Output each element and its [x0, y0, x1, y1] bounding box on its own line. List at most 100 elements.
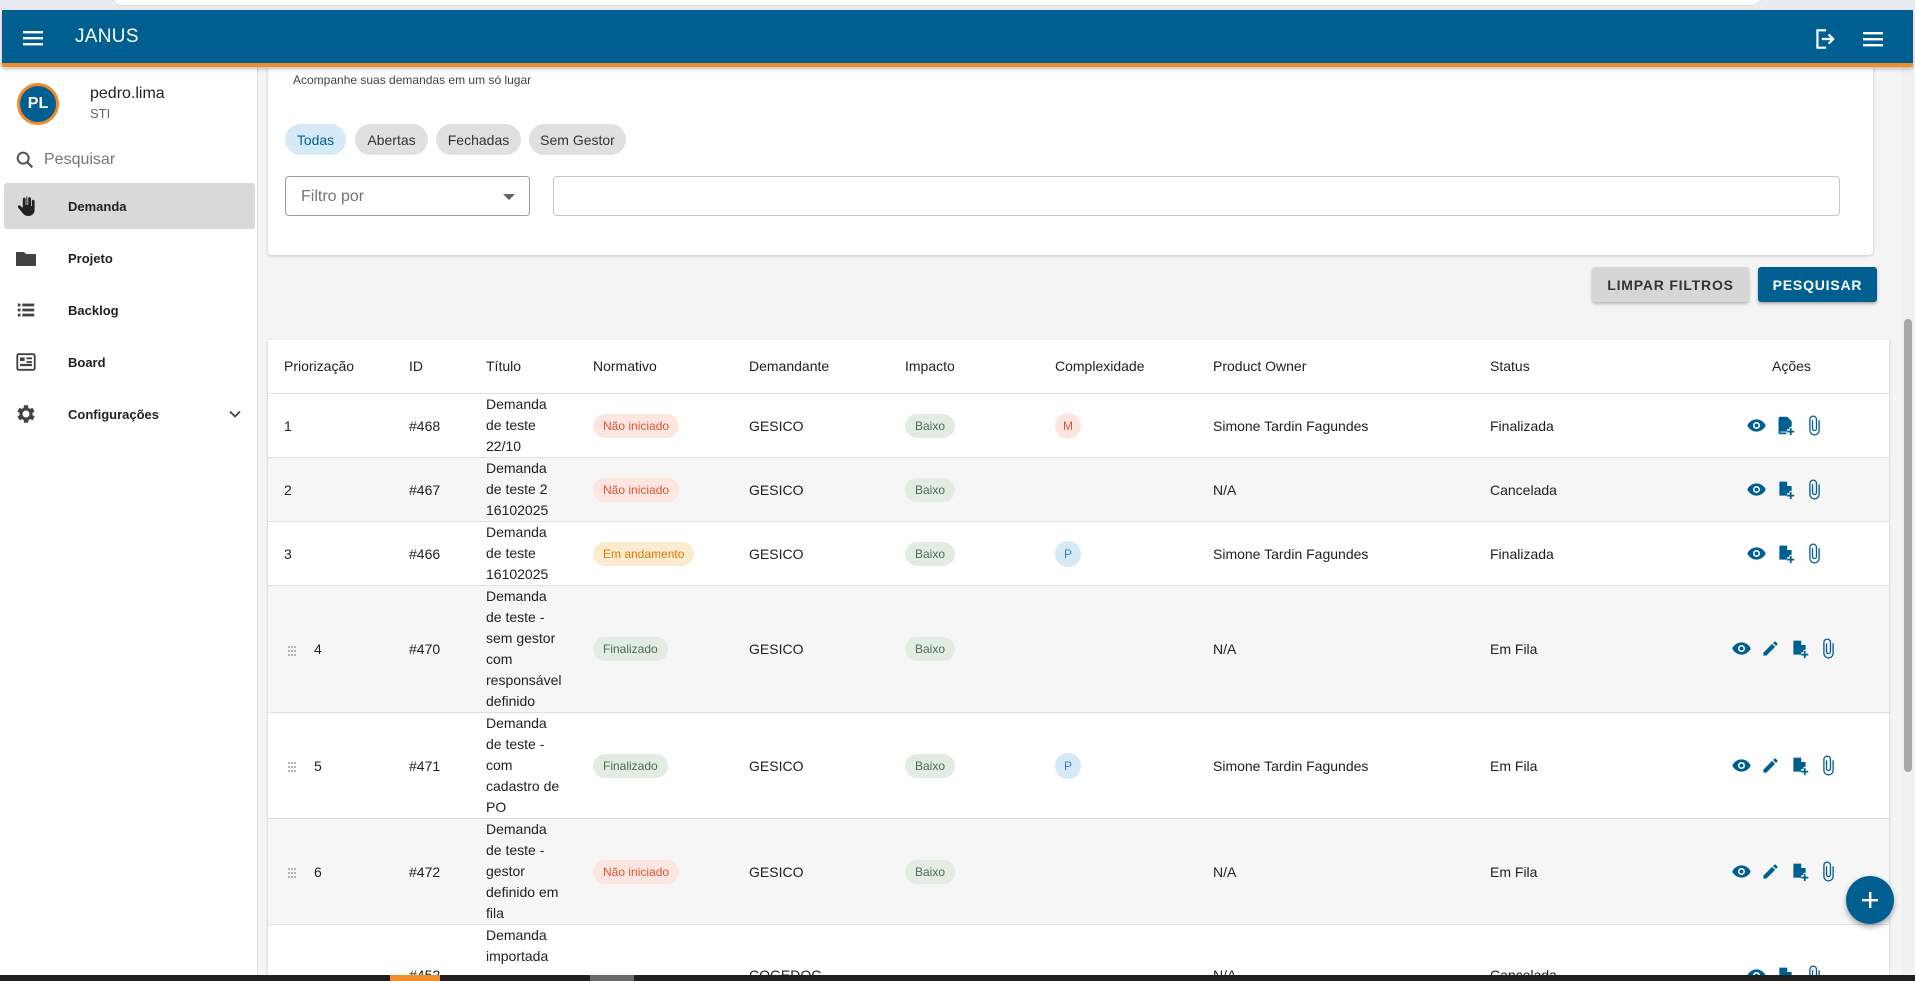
- complexidade-badge: M: [1055, 413, 1081, 439]
- os-taskbar: [0, 975, 1915, 981]
- menu-icon[interactable]: [20, 26, 46, 50]
- col-header-normativo[interactable]: Normativo: [593, 358, 657, 374]
- attachment-icon[interactable]: [1818, 638, 1839, 659]
- chip-fechadas[interactable]: Fechadas: [436, 124, 521, 155]
- col-header-complexidade[interactable]: Complexidade: [1055, 358, 1145, 374]
- plus-icon: [1862, 892, 1878, 908]
- col-header-id[interactable]: ID: [409, 358, 423, 374]
- cell-title: Demanda importada: [486, 927, 549, 964]
- add-document-icon[interactable]: [1789, 638, 1810, 659]
- board-icon: [13, 349, 39, 375]
- scrollbar-thumb[interactable]: [1904, 319, 1912, 772]
- col-header-product-owner[interactable]: Product Owner: [1213, 358, 1307, 374]
- table-row[interactable]: 6 #472 Demanda de teste - gestor definid…: [268, 819, 1889, 925]
- attachment-icon[interactable]: [1804, 415, 1825, 436]
- chip-abertas[interactable]: Abertas: [355, 124, 428, 155]
- normativo-badge: Em andamento: [593, 542, 695, 566]
- clear-filters-button[interactable]: LIMPAR FILTROS: [1592, 267, 1749, 302]
- drag-handle-icon[interactable]: [287, 866, 297, 878]
- taskbar-app[interactable]: [590, 975, 634, 981]
- table-row[interactable]: 4 #470 Demanda de teste - sem gestor com…: [268, 586, 1889, 713]
- view-icon[interactable]: [1746, 415, 1767, 436]
- filter-by-select[interactable]: Filtro por: [285, 176, 530, 216]
- sidebar-search-input[interactable]: [44, 151, 244, 169]
- avatar[interactable]: PL: [17, 83, 59, 125]
- row-actions: [1746, 415, 1825, 436]
- edit-icon[interactable]: [1760, 638, 1781, 659]
- view-icon[interactable]: [1731, 638, 1752, 659]
- add-document-icon[interactable]: [1789, 755, 1810, 776]
- cell-demandante: GESICO: [749, 864, 804, 880]
- cell-status: Em Fila: [1490, 758, 1538, 774]
- cell-priority: 1: [284, 418, 292, 434]
- view-icon[interactable]: [1746, 543, 1767, 564]
- col-header-acoes: Ações: [1772, 358, 1811, 374]
- page-scrollbar[interactable]: [1902, 67, 1914, 981]
- impacto-badge: Baixo: [905, 414, 956, 438]
- add-document-icon[interactable]: [1775, 543, 1796, 564]
- add-document-icon[interactable]: [1789, 861, 1810, 882]
- table-row[interactable]: 5 #471 Demanda de teste - com cadastro d…: [268, 713, 1889, 819]
- chevron-down-icon: [227, 406, 243, 422]
- cell-title: Demanda de teste - sem gestor com respon…: [486, 588, 562, 709]
- impacto-badge: Baixo: [905, 478, 956, 502]
- app-bar: JANUS: [2, 10, 1913, 67]
- cell-id: #471: [409, 758, 441, 774]
- filter-panel: Acompanhe suas demandas em um só lugar T…: [268, 67, 1873, 255]
- sidebar-item-configuracoes[interactable]: Configurações: [4, 391, 255, 437]
- col-header-impacto[interactable]: Impacto: [905, 358, 955, 374]
- view-icon[interactable]: [1746, 479, 1767, 500]
- normativo-badge: Finalizado: [593, 637, 668, 661]
- col-header-demandante[interactable]: Demandante: [749, 358, 830, 374]
- view-icon[interactable]: [1731, 755, 1752, 776]
- filter-value-input[interactable]: [553, 176, 1840, 216]
- table-row[interactable]: 1 #468 Demanda de teste 22/10 Não inicia…: [268, 394, 1889, 458]
- chip-sem-gestor[interactable]: Sem Gestor: [529, 124, 626, 155]
- complexidade-badge: P: [1055, 541, 1081, 567]
- sidebar-item-projeto[interactable]: Projeto: [4, 235, 255, 281]
- table-row[interactable]: 3 #466 Demanda de teste 16102025 Em anda…: [268, 522, 1889, 586]
- cell-id: #470: [409, 641, 441, 657]
- attachment-icon[interactable]: [1818, 861, 1839, 882]
- cell-title: Demanda de teste - com cadastro de PO: [486, 715, 560, 815]
- browser-address-bar[interactable]: [112, 0, 1762, 6]
- cell-priority: 5: [314, 758, 322, 774]
- edit-icon[interactable]: [1760, 861, 1781, 882]
- taskbar-app-active[interactable]: [390, 975, 440, 981]
- chip-todas[interactable]: Todas: [285, 124, 346, 155]
- sidebar-item-board[interactable]: Board: [4, 339, 255, 385]
- cell-priority: 3: [284, 546, 292, 562]
- cell-priority: 4: [314, 641, 322, 657]
- row-actions: [1746, 479, 1825, 500]
- drag-handle-icon[interactable]: [287, 760, 297, 772]
- edit-icon[interactable]: [1760, 755, 1781, 776]
- attachment-icon[interactable]: [1804, 479, 1825, 500]
- sidebar-item-label: Backlog: [68, 302, 119, 318]
- add-demand-button[interactable]: [1846, 876, 1894, 924]
- add-document-icon[interactable]: [1775, 415, 1796, 436]
- page-subtitle: Acompanhe suas demandas em um só lugar: [293, 73, 532, 87]
- table-row[interactable]: #452 Demanda importada COGEDOC N/A Cance…: [268, 925, 1889, 981]
- add-document-icon[interactable]: [1775, 479, 1796, 500]
- browser-chrome: [0, 0, 1915, 10]
- col-header-status[interactable]: Status: [1490, 358, 1530, 374]
- drag-handle-icon[interactable]: [287, 644, 297, 656]
- attachment-icon[interactable]: [1804, 543, 1825, 564]
- cell-product-owner: N/A: [1213, 482, 1237, 498]
- col-header-priorizacao[interactable]: Priorização: [284, 358, 355, 374]
- logout-icon[interactable]: [1812, 26, 1838, 52]
- search-button[interactable]: PESQUISAR: [1758, 267, 1877, 302]
- cell-demandante: GESICO: [749, 758, 804, 774]
- row-actions: [1731, 638, 1839, 659]
- row-actions: [1731, 755, 1839, 776]
- col-header-titulo[interactable]: Título: [486, 358, 522, 374]
- sidebar-item-backlog[interactable]: Backlog: [4, 287, 255, 333]
- options-menu-icon[interactable]: [1860, 27, 1886, 51]
- view-icon[interactable]: [1731, 861, 1752, 882]
- gear-icon: [13, 401, 39, 427]
- sidebar-item-demanda[interactable]: Demanda: [4, 183, 255, 229]
- table-row[interactable]: 2 #467 Demanda de teste 2 16102025 Não i…: [268, 458, 1889, 522]
- attachment-icon[interactable]: [1818, 755, 1839, 776]
- sidebar-item-label: Board: [68, 354, 106, 370]
- cell-status: Finalizada: [1490, 546, 1554, 562]
